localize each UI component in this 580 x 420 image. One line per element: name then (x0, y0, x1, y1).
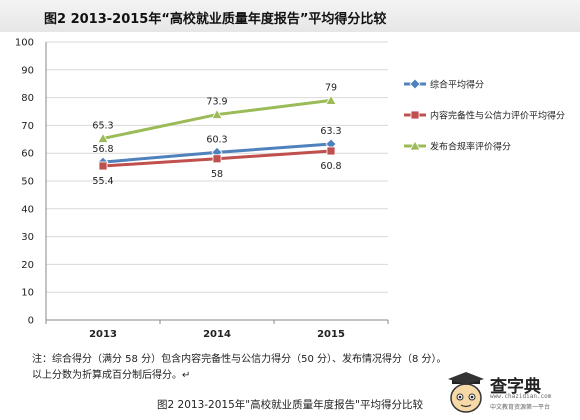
data-label: 65.3 (92, 120, 113, 131)
square-marker (98, 161, 108, 171)
series-lines (97, 94, 337, 171)
header-band (0, 0, 580, 32)
data-label: 58 (211, 169, 223, 180)
footnote-line-2: 以上分数为折算成百分制后得分。↵ (32, 370, 191, 381)
square-marker (326, 146, 336, 156)
y-tick-label: 0 (28, 316, 34, 327)
triangle-marker (97, 132, 109, 143)
y-tick-label: 10 (21, 288, 34, 299)
y-tick-label: 60 (21, 149, 34, 160)
data-labels: 56.8 60.3 63.3 55.4 58 60.8 65.3 73.9 79 (92, 82, 341, 187)
legend-label: 内容完备性与公信力评价平均得分 (430, 110, 565, 122)
diamond-marker (409, 78, 421, 90)
x-tick-label: 2015 (317, 329, 345, 340)
x-tick-label: 2013 (89, 329, 117, 340)
legend-label: 综合平均得分 (430, 79, 484, 91)
data-label: 63.3 (320, 126, 341, 137)
x-tick-label: 2014 (203, 329, 231, 340)
chart-title: 图2 2013-2015年“高校就业质量年度报告”平均得分比较 (44, 12, 387, 27)
data-label: 60.8 (320, 161, 341, 172)
y-tick-label: 20 (21, 260, 34, 271)
data-label: 79 (325, 82, 337, 93)
data-label: 56.8 (92, 144, 113, 155)
footnote: 注：综合得分（满分 58 分）包含内容完备性与公信力得分（50 分）、发布情况得… (32, 352, 447, 384)
logo-tagline: 中文教育资源第一平台 (490, 404, 551, 411)
chart-canvas: 0 10 20 30 40 50 60 70 80 90 100 2013 2014 2015 56.8 6… (15, 38, 565, 341)
data-label: 73.9 (206, 97, 227, 108)
y-tick-label: 90 (21, 65, 34, 76)
footnote-line-1: 注：综合得分（满分 58 分）包含内容完备性与公信力得分（50 分）、发布情况得… (32, 354, 447, 365)
axes: 0 10 20 30 40 50 60 70 80 90 100 2013 2014 2015 (15, 38, 389, 340)
triangle-marker (211, 108, 223, 119)
y-tick-label: 40 (21, 204, 34, 215)
figure-caption: 图2 2013-2015年"高校就业质量年度报告"平均得分比较 (157, 399, 423, 411)
data-label: 55.4 (92, 176, 113, 187)
y-tick-label: 70 (21, 121, 34, 132)
y-tick-label: 30 (21, 232, 34, 243)
data-label: 60.3 (206, 134, 227, 145)
mascot-icon (448, 372, 484, 413)
triangle-marker (325, 94, 337, 105)
square-marker (212, 154, 222, 164)
logo-name: 查字典 (490, 377, 541, 397)
logo-url: www.chazidian.com (490, 393, 552, 400)
y-tick-label: 100 (15, 38, 34, 49)
y-tick-label: 50 (21, 177, 34, 188)
y-tick-label: 80 (21, 93, 34, 104)
square-marker (410, 110, 420, 120)
legend-label: 发布合规率评价得分 (430, 141, 511, 153)
site-logo: 查字典 www.chazidian.com 中文教育资源第一平台 (446, 370, 576, 416)
triangle-marker (409, 140, 421, 151)
